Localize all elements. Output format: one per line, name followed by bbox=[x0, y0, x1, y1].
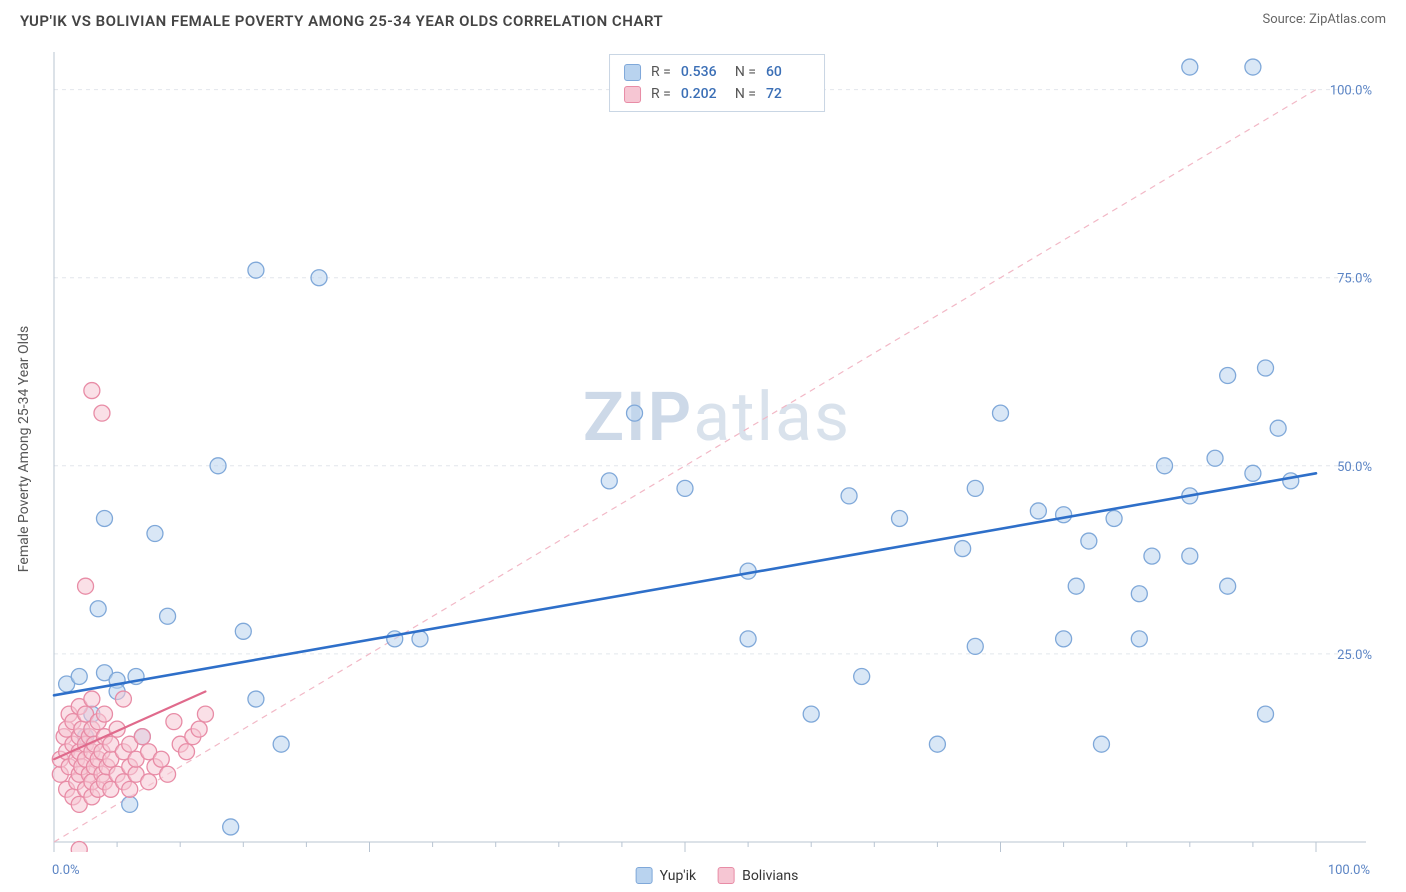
svg-text:50.0%: 50.0% bbox=[1337, 460, 1372, 475]
y-axis-label: Female Poverty Among 25-34 Year Olds bbox=[16, 326, 32, 572]
scatter-plot: 25.0% 50.0% 75.0% 100.0% bbox=[48, 46, 1386, 852]
swatch-yupik bbox=[624, 64, 641, 81]
svg-text:25.0%: 25.0% bbox=[1337, 648, 1372, 663]
source-label: Source: ZipAtlas.com bbox=[1262, 12, 1386, 27]
stats-legend: R = 0.536 N = 60 R = 0.202 N = 72 bbox=[609, 54, 825, 112]
legend-swatch-yupik bbox=[636, 867, 653, 884]
stats-row-bolivians: R = 0.202 N = 72 bbox=[624, 83, 810, 105]
swatch-bolivians bbox=[624, 86, 641, 103]
svg-text:100.0%: 100.0% bbox=[1330, 84, 1372, 99]
chart-container: Female Poverty Among 25-34 Year Olds ZIP… bbox=[48, 46, 1386, 852]
chart-header: YUP'IK VS BOLIVIAN FEMALE POVERTY AMONG … bbox=[0, 0, 1406, 38]
chart-title: YUP'IK VS BOLIVIAN FEMALE POVERTY AMONG … bbox=[20, 12, 663, 30]
legend-item-yupik: Yup'ik bbox=[636, 867, 696, 884]
legend-item-bolivians: Bolivians bbox=[718, 867, 798, 884]
x-axis-min-label: 0.0% bbox=[52, 863, 80, 878]
x-axis-max-label: 100.0% bbox=[1328, 863, 1370, 878]
svg-text:75.0%: 75.0% bbox=[1337, 272, 1372, 287]
stats-row-yupik: R = 0.536 N = 60 bbox=[624, 61, 810, 83]
series-legend: Yup'ik Bolivians bbox=[636, 867, 799, 884]
legend-swatch-bolivians bbox=[718, 867, 735, 884]
